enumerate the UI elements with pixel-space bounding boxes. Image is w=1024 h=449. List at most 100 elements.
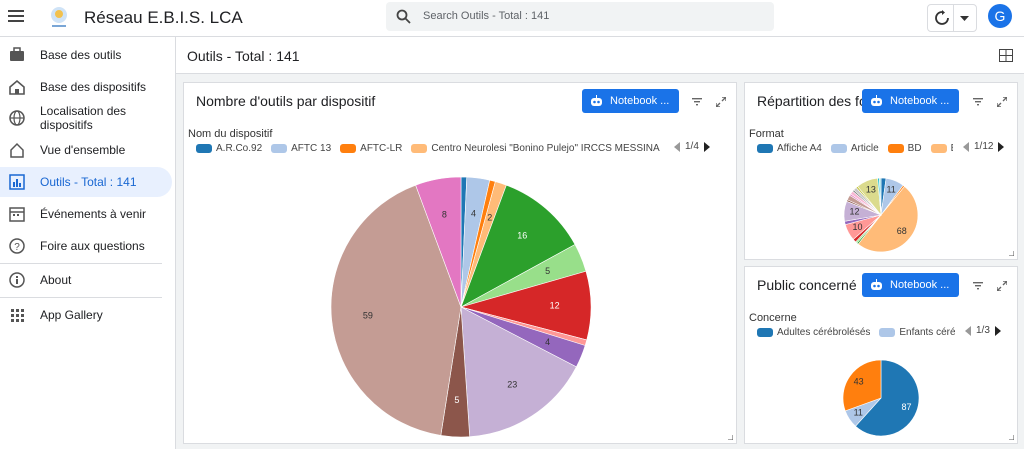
filter-button[interactable] [973,282,983,290]
legend-label: Affiche A4 [777,142,822,154]
avatar[interactable]: G [988,4,1012,28]
nav-item[interactable]: Base des outils [0,40,172,70]
legend-swatch [271,143,288,153]
chart-card: 11 68 10 12 13 Répartition des formats Noteboo… [744,82,1018,260]
resize-handle [1009,251,1014,256]
expand-button[interactable] [716,97,726,107]
legend-item[interactable]: Adultes cérébrolésés [757,325,870,339]
page-title: Outils - Total : 141 [187,48,300,64]
legend-swatch [196,143,212,153]
prev-page[interactable] [965,325,971,336]
main: Outils - Total : 141 4 2 16 5 12 4 23 5 59 8 Nombr… [176,37,1024,449]
pie-chart: 11 68 10 12 13 [843,177,919,253]
slice-label: 11 [854,408,863,418]
nav-icon [10,142,24,158]
nav-item[interactable]: Localisation des dispositifs [0,103,172,133]
pie-slice [855,359,920,437]
slice-label: 12 [550,300,560,310]
legend-label: BD [907,142,922,154]
page-header: Outils - Total : 141 [176,37,1024,74]
nav-item[interactable]: Base des dispositifs [0,72,172,102]
pie-chart: 87 11 43 [842,359,920,437]
nav-item[interactable]: Outils - Total : 141 [0,167,172,197]
nav-label: Base des outils [40,48,122,62]
legend-swatch [879,327,896,337]
next-page[interactable] [703,141,710,152]
legend-label: Enfants cérébr [899,326,955,338]
nav-item[interactable]: Vue d'ensemble [0,135,172,165]
prev-page[interactable] [674,141,680,152]
slice-label: 4 [545,337,550,347]
prev-page[interactable] [963,141,969,152]
legend-item[interactable]: Enfants cérébr [879,325,955,339]
nav-label: Foire aux questions [40,239,145,253]
search-box[interactable]: Search Outils - Total : 141 [386,2,774,31]
expand-button[interactable] [997,97,1007,107]
legend-swatch [887,143,904,153]
robot-icon [591,95,602,106]
legend-item[interactable]: Affiche A4 [757,141,822,155]
chart-card: 4 2 16 5 12 4 23 5 59 8 Nombre d'outils par dispos… [183,82,737,444]
card-title: Nombre d'outils par dispositif [196,93,376,109]
resize-handle [1009,435,1014,440]
nav-icon [10,47,24,61]
dropdown-icon [960,16,969,21]
legend-title: Concerne [749,312,797,324]
next-page[interactable] [998,141,1005,152]
slice-label: 11 [886,185,895,195]
nav-item[interactable]: App Gallery [0,300,172,330]
slice-label: 23 [507,380,517,390]
legend-pager: 1/4 [674,141,710,152]
layout-button[interactable] [999,49,1013,62]
notebook-button[interactable]: Notebook ... [862,273,960,297]
legend-item[interactable]: A.R.Co.92 [196,141,262,155]
legend-item[interactable]: AFTC 13 [271,141,331,155]
slice-label: 10 [853,222,863,232]
legend-item[interactable]: Centro Neurolesi "Bonino Pulejo" IRCCS M… [411,141,660,155]
legend-swatch [830,143,847,153]
filter-button[interactable] [973,98,983,106]
notebook-button[interactable]: Notebook ... [582,89,680,113]
pie-slice [460,306,577,438]
nav-item[interactable]: ? Foire aux questions [0,231,172,261]
legend-label: Article [850,142,879,154]
slice-label: 13 [866,185,876,195]
notebook-button[interactable]: Notebook ... [862,89,960,113]
nav-icon [9,207,25,222]
slice-label: 5 [454,395,459,405]
nav-label: Outils - Total : 141 [40,175,137,189]
pie-slice [857,185,919,253]
nav-label: App Gallery [40,308,103,322]
pie-slice [878,177,882,216]
menu-button[interactable] [8,9,24,23]
page-indicator: 1/12 [974,141,994,152]
divider [0,263,162,264]
nav-label: Localisation des dispositifs [40,104,127,132]
legend-pager: 1/3 [965,325,1001,336]
robot-icon [871,279,882,290]
legend-item[interactable]: BD [887,141,922,155]
next-page[interactable] [994,325,1001,336]
legend-label: A.R.Co.92 [216,142,263,154]
chart-card: 87 11 43 Public concerné Notebook ... Concern… [744,266,1018,444]
card-title: Public concerné [757,277,857,293]
app-title: Réseau E.B.I.S. LCA [84,8,243,27]
refresh-button[interactable] [927,4,977,32]
slice-label: 2 [487,212,492,222]
legend-item[interactable]: B [930,141,953,155]
legend-title: Nom du dispositif [188,128,273,140]
legend-item[interactable]: Article [830,141,879,155]
nav-item[interactable]: Événements à venir [0,199,172,229]
legend-item[interactable]: AFTC-LR [340,141,402,155]
slice-label: 5 [545,266,550,276]
resize-handle [728,435,733,440]
svg-text:?: ? [14,242,20,253]
slice-label: 43 [854,377,864,387]
nav-item[interactable]: About [0,265,172,295]
nav-label: Événements à venir [40,207,147,221]
expand-button[interactable] [997,281,1007,291]
legend-label: Adultes cérébrolésés [777,326,871,338]
filter-button[interactable] [692,98,702,106]
legend-swatch [340,143,357,153]
